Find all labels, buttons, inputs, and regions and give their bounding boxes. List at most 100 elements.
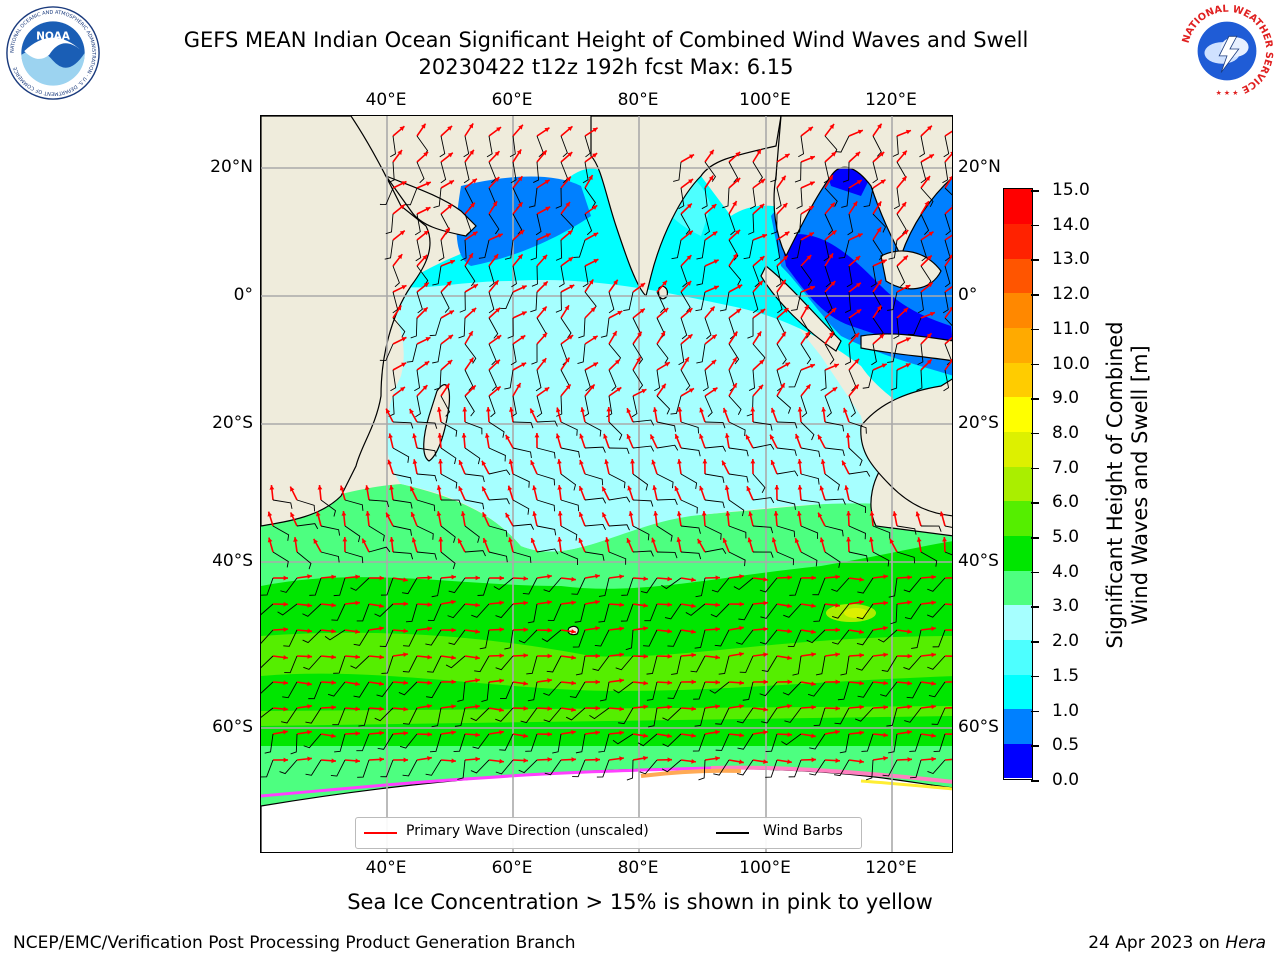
colorbar-title-line2: Wind Waves and Swell [m]: [1128, 345, 1152, 625]
wind-barb: [662, 733, 682, 748]
wind-barb: [848, 525, 866, 540]
wind-barb: [872, 161, 878, 184]
wind-barb: [824, 213, 834, 235]
wave-direction-arrowhead: [950, 151, 952, 155]
wind-barb: [507, 317, 514, 339]
wave-direction-arrowhead: [746, 486, 751, 492]
wave-direction-arrowhead: [444, 383, 450, 389]
wind-barb: [848, 499, 867, 514]
wave-direction-arrowhead: [951, 204, 952, 206]
wind-barb: [728, 161, 739, 183]
wave-direction-arrowhead: [948, 176, 952, 180]
wave-direction-arrowhead: [845, 433, 851, 438]
wave-direction-arrowhead: [626, 538, 632, 544]
wind-barb: [798, 135, 805, 158]
wave-direction-arrowhead: [564, 357, 570, 363]
wave-direction-arrowhead: [593, 259, 599, 264]
wave-direction-arrowhead: [411, 537, 417, 543]
wind-barb: [281, 707, 298, 724]
wave-direction-arrowhead: [877, 279, 882, 285]
wave-direction-arrowhead: [883, 732, 888, 738]
wave-direction-arrowhead: [735, 151, 741, 157]
wave-direction-arrowhead: [400, 386, 405, 392]
lon-label-top-100e: 100°E: [739, 90, 791, 110]
wind-barb: [870, 265, 877, 288]
wave-direction-arrowhead: [819, 485, 825, 491]
wind-barb: [608, 524, 630, 531]
wave-direction-arrowhead: [448, 334, 453, 340]
wave-direction-arrowhead: [362, 538, 367, 544]
wave-direction-arrowhead: [355, 681, 360, 687]
wave-direction-arrowhead: [881, 363, 887, 368]
wind-barb: [739, 655, 754, 673]
wind-barb: [722, 187, 730, 209]
wind-barb: [459, 291, 466, 313]
wind-barb: [399, 733, 418, 749]
wave-direction-arrowhead: [626, 434, 632, 440]
wave-direction-arrowhead: [507, 485, 513, 491]
wave-direction-arrowhead: [783, 308, 789, 313]
colorbar-tick: [1031, 537, 1039, 539]
wind-barb: [824, 447, 845, 456]
wind-barb: [656, 291, 666, 313]
wind-barb: [463, 161, 470, 184]
wave-direction-arrowhead: [283, 680, 288, 686]
wave-direction-arrowhead: [762, 233, 767, 239]
wind-barb: [272, 551, 289, 568]
wave-direction-arrowhead: [715, 756, 720, 761]
wave-direction-arrowhead: [667, 628, 672, 634]
wave-direction-arrowhead: [927, 125, 932, 131]
wind-barb: [368, 525, 385, 542]
svg-text:★ ★ ★: ★ ★ ★: [1216, 89, 1239, 97]
wind-barb: [837, 681, 850, 701]
wave-direction-arrowhead: [931, 626, 936, 632]
wave-direction-arrowhead: [691, 758, 696, 764]
wind-barb: [632, 445, 655, 452]
wind-barb: [512, 523, 535, 530]
wave-direction-arrowhead: [708, 175, 714, 181]
wind-barb: [512, 473, 530, 488]
wind-barb: [728, 395, 742, 415]
wave-direction-arrowhead: [567, 126, 573, 132]
wind-barb: [909, 759, 922, 779]
wave-direction-arrowhead: [471, 178, 477, 184]
wind-barb: [518, 629, 538, 644]
wind-barb: [500, 681, 514, 700]
wind-barb: [403, 707, 418, 725]
wave-direction-arrowhead: [732, 383, 737, 389]
wind-barb: [536, 548, 559, 555]
wave-direction-arrowhead: [475, 732, 480, 738]
wave-direction-arrowhead: [508, 537, 513, 543]
wave-direction-arrowhead: [811, 575, 816, 581]
wind-barb: [353, 629, 370, 646]
wind-barb: [690, 655, 706, 673]
wind-barb: [368, 546, 391, 553]
wind-barb: [406, 343, 418, 363]
wind-barb: [392, 265, 400, 288]
wind-barb: [565, 707, 586, 721]
wave-direction-arrowhead: [805, 331, 810, 337]
wind-barb: [379, 187, 394, 206]
wind-barb: [558, 265, 565, 288]
wind-barb: [471, 603, 490, 618]
lat-label-right-20s: 20°S: [958, 413, 999, 433]
wave-direction-arrowhead: [579, 459, 584, 465]
wind-barb: [661, 759, 682, 773]
lat-label-right-60s: 60°S: [958, 717, 999, 737]
wind-barb: [530, 291, 538, 313]
wind-barb: [296, 499, 316, 512]
wind-barb: [704, 161, 717, 182]
lat-label-left-0: 0°: [233, 285, 253, 305]
wind-barb: [429, 733, 442, 753]
wind-barb: [736, 707, 754, 724]
wave-direction-arrowhead: [396, 305, 402, 311]
wave-direction-arrowhead: [787, 628, 792, 634]
wave-direction-arrowhead: [643, 653, 648, 659]
wind-barb: [680, 317, 688, 340]
wave-direction-arrowhead: [523, 653, 528, 658]
colorbar-level-label: 3.0: [1052, 596, 1080, 617]
wind-barb: [440, 499, 462, 506]
wave-direction-arrowhead: [499, 678, 504, 684]
wave-direction-arrowhead: [451, 574, 456, 580]
wave-direction-arrowhead: [427, 756, 432, 761]
